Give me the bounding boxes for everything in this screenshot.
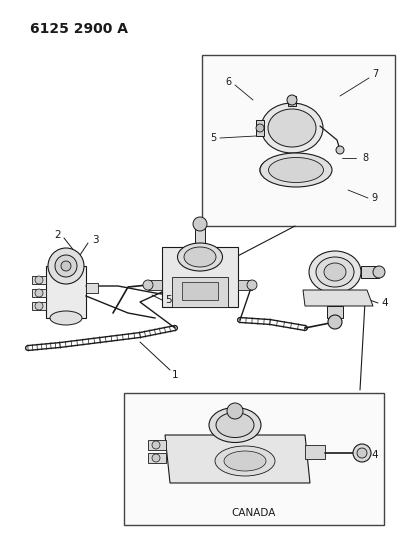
Circle shape (55, 255, 77, 277)
Polygon shape (172, 277, 228, 307)
Ellipse shape (209, 408, 261, 442)
Polygon shape (327, 306, 343, 318)
Circle shape (256, 124, 264, 132)
Ellipse shape (309, 251, 361, 293)
Circle shape (287, 95, 297, 105)
Text: 5: 5 (165, 295, 171, 305)
Bar (124, 393, 384, 525)
Ellipse shape (268, 109, 316, 147)
Bar (238, 280, 252, 290)
Ellipse shape (224, 451, 266, 471)
Bar (305, 445, 325, 459)
Polygon shape (303, 290, 373, 306)
Ellipse shape (184, 247, 216, 267)
Polygon shape (182, 282, 218, 300)
Bar (288, 96, 296, 106)
Ellipse shape (216, 413, 254, 438)
Bar (361, 266, 379, 278)
Bar (148, 453, 166, 463)
Bar (195, 227, 205, 249)
Bar (202, 55, 395, 226)
Text: 7: 7 (372, 69, 378, 79)
Polygon shape (165, 435, 310, 483)
Circle shape (152, 454, 160, 462)
Text: 6: 6 (225, 77, 231, 87)
Circle shape (328, 315, 342, 329)
Circle shape (336, 146, 344, 154)
Ellipse shape (50, 311, 82, 325)
Text: CANADA: CANADA (232, 508, 276, 518)
Bar (32, 289, 46, 297)
Polygon shape (256, 120, 264, 136)
Circle shape (35, 276, 43, 284)
Ellipse shape (268, 157, 324, 182)
Circle shape (61, 261, 71, 271)
Circle shape (227, 403, 243, 419)
Text: 5: 5 (210, 133, 216, 143)
Bar (32, 302, 46, 310)
Circle shape (193, 217, 207, 231)
Text: 4: 4 (382, 298, 388, 308)
Circle shape (143, 280, 153, 290)
Polygon shape (46, 266, 86, 318)
Text: 3: 3 (92, 235, 98, 245)
Circle shape (357, 448, 367, 458)
Circle shape (35, 302, 43, 310)
Text: 6125 2900 A: 6125 2900 A (30, 22, 128, 36)
Ellipse shape (316, 257, 354, 287)
Circle shape (353, 444, 371, 462)
Ellipse shape (260, 153, 332, 187)
Bar (32, 276, 46, 284)
Polygon shape (162, 247, 238, 307)
Ellipse shape (261, 103, 323, 153)
Ellipse shape (324, 263, 346, 281)
Circle shape (48, 248, 84, 284)
Circle shape (35, 289, 43, 297)
Bar (148, 440, 166, 450)
Text: 2: 2 (55, 230, 61, 240)
Text: 1: 1 (172, 370, 178, 380)
Ellipse shape (215, 446, 275, 476)
Circle shape (373, 266, 385, 278)
Text: 8: 8 (362, 153, 368, 163)
Circle shape (247, 280, 257, 290)
Ellipse shape (177, 243, 222, 271)
Text: 4: 4 (372, 450, 378, 460)
Bar (86, 283, 98, 293)
Text: 9: 9 (371, 193, 377, 203)
Circle shape (152, 441, 160, 449)
Bar (148, 280, 162, 290)
